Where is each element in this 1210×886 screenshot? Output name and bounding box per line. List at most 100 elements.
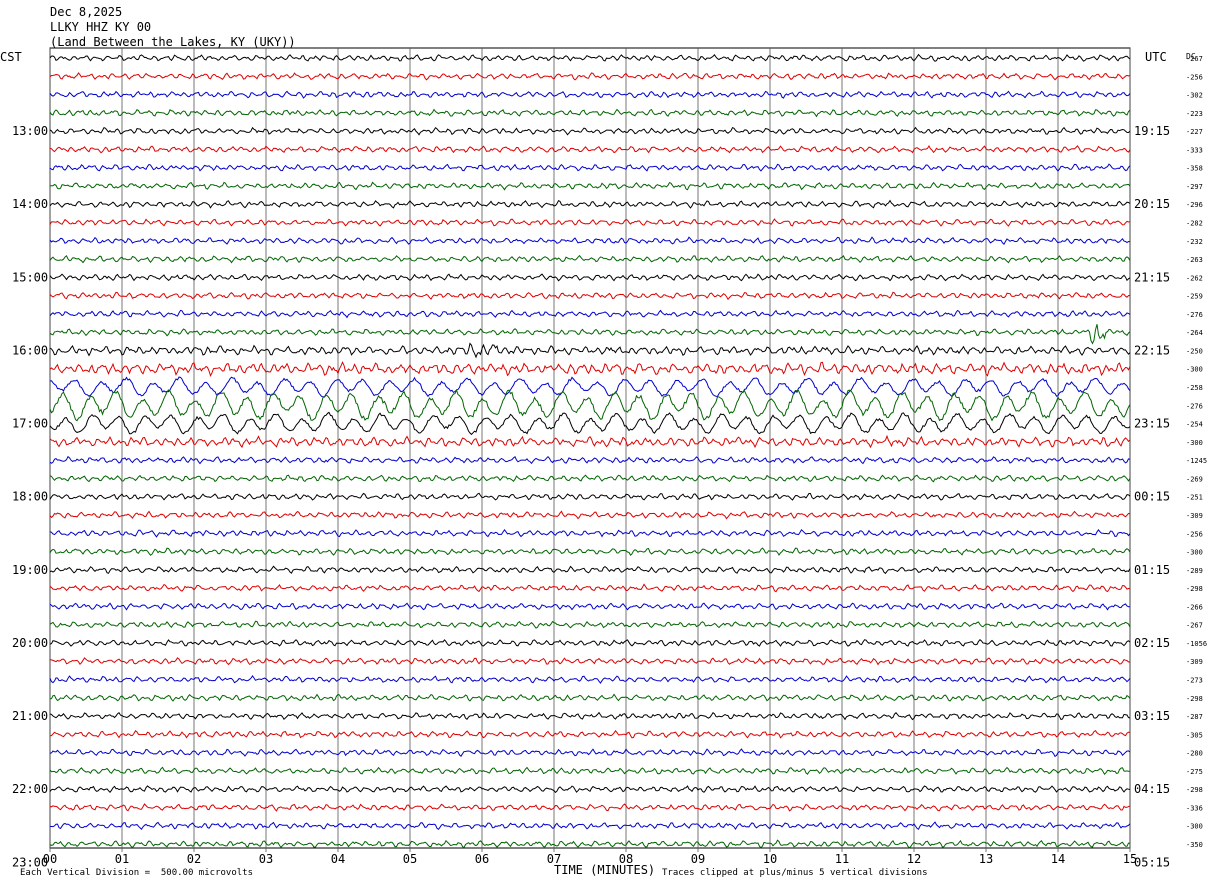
dc-offset-label: -298 [1186,585,1203,593]
left-hour-label: 21:00 [12,709,48,723]
trace-line [49,693,1131,702]
left-hour-label: 22:00 [12,782,48,796]
trace-line [49,236,1131,246]
trace-line [49,565,1131,575]
dc-offset-label: -289 [1186,567,1203,575]
dc-offset-label: -232 [1186,238,1203,246]
trace-line [49,291,1131,301]
trace-line [49,638,1131,647]
trace-line [49,163,1131,172]
x-tick-label: 07 [547,852,561,866]
dc-offset-label: -298 [1186,695,1203,703]
dc-offset-label: -250 [1186,347,1203,355]
x-tick-label: 05 [403,852,417,866]
dc-offset-header: DC [1186,52,1196,61]
x-axis-title: TIME (MINUTES) [554,863,656,877]
x-tick-label: 06 [475,852,489,866]
dc-offset-label: -269 [1186,475,1203,483]
x-tick-label: 12 [907,852,921,866]
trace-line [49,766,1130,776]
x-tick-label: 08 [619,852,633,866]
dc-offset-label: -298 [1186,786,1203,794]
dc-offset-label: -254 [1186,421,1203,429]
left-timezone-label: CST [0,50,22,64]
dc-offset-label: -305 [1186,731,1203,739]
right-hour-label: 21:15 [1134,270,1170,284]
trace-line [49,90,1131,99]
dc-offset-label: -296 [1186,201,1203,209]
right-hour-label: 20:15 [1134,197,1170,211]
dc-offset-label: -276 [1186,311,1203,319]
dc-offset-label: -297 [1186,183,1203,191]
trace-line [49,455,1131,465]
left-hour-label: 15:00 [12,270,48,284]
trace-line [49,583,1131,593]
trace-line [49,126,1131,136]
left-hour-label: 23:00 [12,855,48,869]
x-tick-label: 04 [331,852,345,866]
dc-offset-label: -275 [1186,768,1203,776]
x-tick-label: 01 [115,852,129,866]
trace-line [49,388,1131,422]
dc-offset-label: -276 [1186,402,1203,410]
trace-line [49,273,1131,282]
dc-offset-label: -273 [1186,676,1203,684]
vertical-scale-note: Each Vertical Division = 500.00 microvol… [20,868,253,878]
dc-offset-label: -264 [1186,329,1203,337]
left-hour-label: 17:00 [12,417,48,431]
dc-offset-label: -227 [1186,128,1203,136]
dc-offset-label: -300 [1186,823,1203,831]
x-tick-label: 11 [835,852,849,866]
dc-offset-label: -309 [1186,658,1203,666]
dc-offset-label: -302 [1186,92,1203,100]
trace-line [49,342,1131,359]
clip-note: Traces clipped at plus/minus 5 vertical … [662,868,928,878]
trace-line [49,675,1131,684]
trace-line [49,361,1131,378]
dc-offset-label: -258 [1186,384,1203,392]
dc-offset-label: -300 [1186,366,1203,374]
right-hour-label: 05:15 [1134,855,1170,869]
left-hour-label: 18:00 [12,490,48,504]
trace-line [49,108,1131,118]
dc-offset-label: -300 [1186,439,1203,447]
plot-date: Dec 8,2025 [50,5,123,19]
right-hour-label: 04:15 [1134,782,1170,796]
trace-line [49,218,1131,227]
right-hour-label: 00:15 [1134,490,1170,504]
trace-line [49,181,1131,191]
left-hour-label: 16:00 [12,343,48,357]
trace-line [49,657,1131,666]
dc-offset-label: -267 [1186,55,1203,63]
trace-line [49,510,1131,520]
dc-offset-label: -251 [1186,494,1203,502]
left-hour-label: 20:00 [12,636,48,650]
trace-line [49,309,1131,319]
right-timezone-label: UTC [1145,50,1167,64]
x-tick-label: 03 [259,852,273,866]
dc-offset-label: -259 [1186,293,1203,301]
dc-offset-label: -282 [1186,220,1203,228]
trace-line [49,748,1131,758]
dc-offset-label: -336 [1186,804,1203,812]
trace-line [49,785,1131,794]
trace-line [49,434,1131,449]
station-location: (Land Between the Lakes, KY (UKY)) [50,35,296,49]
dc-offset-label: -350 [1186,841,1203,849]
trace-line [49,254,1131,264]
trace-line [49,145,1131,154]
trace-line [49,492,1131,501]
dc-offset-label: -256 [1186,530,1203,538]
right-hour-label: 03:15 [1134,709,1170,723]
trace-line [49,821,1131,831]
trace-line [49,711,1131,721]
right-hour-label: 23:15 [1134,417,1170,431]
right-hour-label: 02:15 [1134,636,1170,650]
left-hour-label: 14:00 [12,197,48,211]
trace-line [49,53,1131,62]
trace-line [49,547,1131,557]
right-hour-label: 22:15 [1134,343,1170,357]
dc-offset-label: -309 [1186,512,1203,520]
x-tick-label: 09 [691,852,705,866]
